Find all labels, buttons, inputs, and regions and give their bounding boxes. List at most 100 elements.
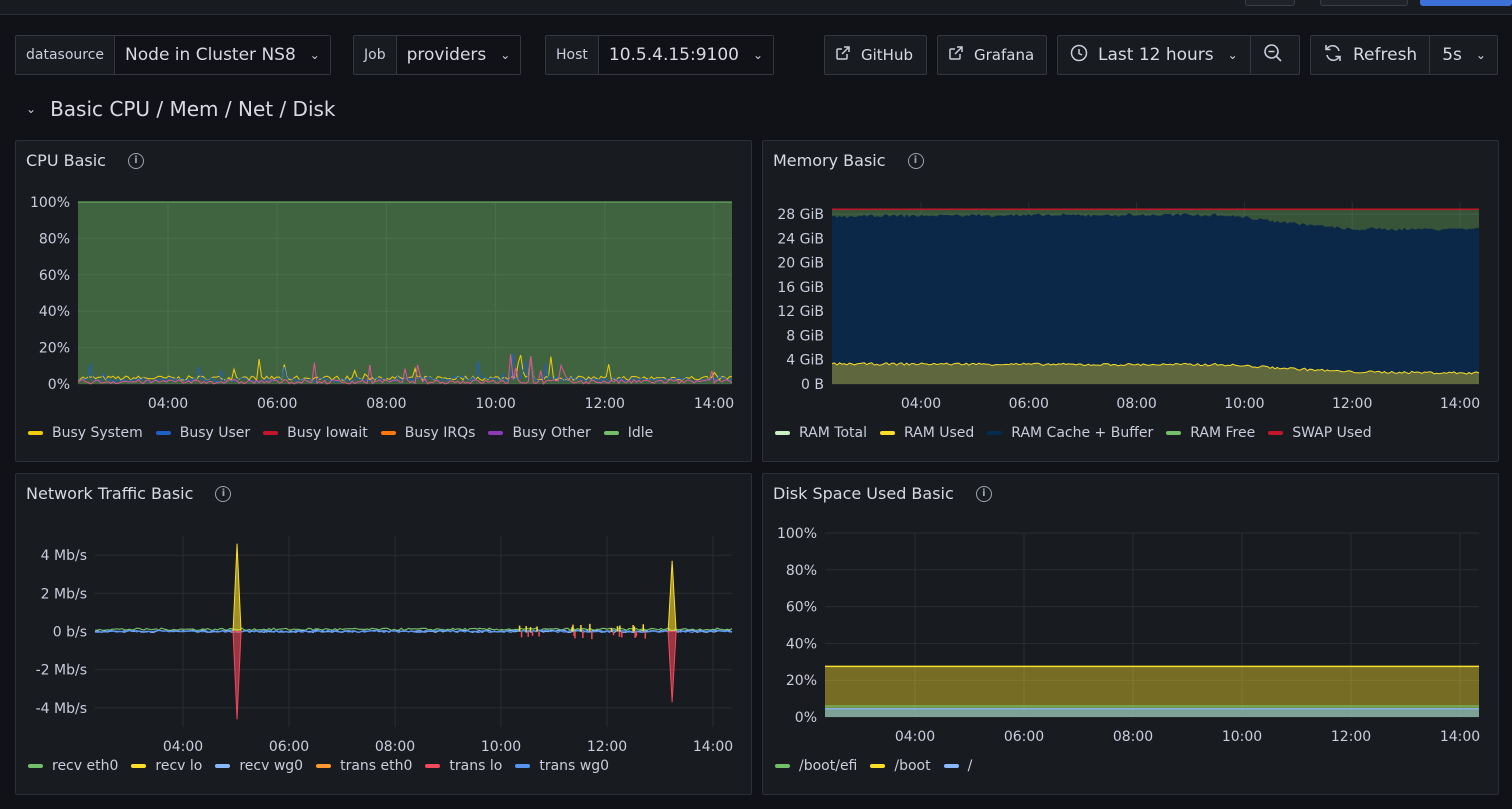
panel-header[interactable]: CPU Basic i	[26, 151, 144, 170]
zoom-out-button[interactable]	[1249, 36, 1295, 74]
y-tick-label: 80%	[786, 563, 817, 579]
x-tick-label: 06:00	[1009, 396, 1049, 412]
legend-item[interactable]: RAM Total	[775, 425, 867, 441]
panel-header[interactable]: Network Traffic Basic i	[26, 484, 232, 503]
legend-item[interactable]: SWAP Used	[1268, 425, 1372, 441]
refresh-interval-value: 5s	[1442, 45, 1462, 65]
legend-swatch	[515, 764, 531, 768]
legend-item[interactable]: RAM Cache + Buffer	[987, 425, 1153, 441]
legend-item[interactable]: RAM Used	[879, 425, 975, 441]
legend-item[interactable]: trans eth0	[316, 758, 412, 774]
legend-item[interactable]: trans lo	[425, 758, 502, 774]
legend-item[interactable]: trans wg0	[515, 758, 609, 774]
y-tick-label: 28 GiB	[777, 207, 824, 223]
y-tick-label: 60%	[39, 268, 70, 284]
grafana-link-button[interactable]: Grafana	[937, 35, 1047, 75]
x-tick-label: 04:00	[148, 396, 188, 412]
toolbar-button[interactable]	[1245, 0, 1295, 6]
memory-chart[interactable]: 0 B 4 GiB 8 GiB 12 GiB 16 GiB 20 GiB 24 GiB 28 …	[763, 141, 1500, 463]
info-icon[interactable]: i	[975, 485, 992, 502]
y-tick-label: -4 Mb/s	[36, 701, 87, 717]
network-traffic-panel: Network Traffic Basic i -4 Mb/s -2 Mb/s 0 b…	[15, 473, 752, 795]
legend-label: /boot/efi	[799, 758, 858, 774]
time-range-picker[interactable]: Last 12 hours ⌄	[1057, 35, 1300, 75]
refresh-picker[interactable]: Refresh 5s ⌄	[1310, 35, 1498, 75]
y-tick-label: 4 GiB	[786, 353, 824, 369]
legend-item[interactable]: Busy IRQs	[380, 425, 476, 441]
panel-header[interactable]: Disk Space Used Basic i	[773, 484, 992, 503]
chevron-down-icon: ⌄	[500, 48, 511, 62]
top-navbar	[0, 0, 1512, 15]
primary-toolbar-button[interactable]	[1420, 0, 1512, 6]
legend-label: RAM Total	[799, 425, 867, 441]
x-tick-label: 08:00	[1116, 396, 1156, 412]
legend-item[interactable]: /	[943, 758, 972, 774]
legend-swatch	[131, 764, 147, 768]
variable-host[interactable]: Host 10.5.4.15:9100 ⌄	[545, 35, 775, 75]
legend-swatch	[775, 764, 790, 768]
x-tick-label: 12:00	[1332, 396, 1372, 412]
series-trans-lo-spike	[667, 631, 677, 703]
refresh-button[interactable]: Refresh	[1311, 36, 1429, 74]
legend-label: trans wg0	[539, 758, 610, 774]
toolbar-button[interactable]	[1320, 0, 1408, 6]
variable-select[interactable]: providers ⌄	[396, 36, 521, 74]
variable-select[interactable]: Node in Cluster NS8 ⌄	[115, 36, 330, 74]
variable-datasource[interactable]: datasource Node in Cluster NS8 ⌄	[15, 35, 331, 75]
github-link-button[interactable]: GitHub	[824, 35, 927, 75]
legend-item[interactable]: RAM Free	[1166, 425, 1255, 441]
refresh-label: Refresh	[1353, 45, 1418, 65]
variable-job[interactable]: Job providers ⌄	[353, 35, 522, 75]
panel-header[interactable]: Memory Basic i	[773, 151, 924, 170]
chevron-down-icon: ⌄	[26, 102, 37, 116]
legend-item[interactable]: Idle	[603, 425, 653, 441]
legend-label: RAM Used	[903, 425, 975, 441]
info-icon[interactable]: i	[907, 152, 924, 169]
variable-select[interactable]: 10.5.4.15:9100 ⌄	[598, 36, 774, 74]
legend-label: Busy User	[179, 425, 251, 441]
chevron-down-icon: ⌄	[1227, 48, 1238, 62]
x-tick-label: 06:00	[269, 739, 309, 755]
dashboard-row-toggle[interactable]: ⌄ Basic CPU / Mem / Net / Disk	[26, 97, 336, 121]
disk-chart[interactable]: 0% 20% 40% 60% 80% 100% 04:00 06:00 08:00 10:00 12…	[763, 474, 1500, 796]
variable-label: Job	[354, 36, 397, 74]
legend-swatch	[380, 431, 396, 435]
y-tick-label: 2 Mb/s	[41, 586, 87, 602]
legend-item[interactable]: recv wg0	[215, 758, 303, 774]
legend-label: Busy Iowait	[287, 425, 368, 441]
x-tick-label: 06:00	[257, 396, 297, 412]
legend-item[interactable]: Busy Iowait	[263, 425, 368, 441]
cpu-chart[interactable]: 0% 20% 40% 60% 80% 100% 04:00 06:00 08:00 10:00 12…	[16, 141, 753, 463]
legend-label: Busy IRQs	[404, 425, 476, 441]
info-icon[interactable]: i	[127, 152, 144, 169]
legend-item[interactable]: recv eth0	[28, 758, 118, 774]
legend-item[interactable]: recv lo	[131, 758, 202, 774]
legend-item[interactable]: Busy System	[28, 425, 143, 441]
series-ram-cache-area	[832, 213, 1479, 384]
x-tick-label: 04:00	[163, 739, 203, 755]
network-legend: recv eth0 recv lo recv wg0 trans eth0 trans …	[28, 758, 622, 774]
series-trans-wg0	[94, 629, 733, 634]
external-link-icon	[948, 45, 964, 65]
info-icon[interactable]: i	[215, 485, 232, 502]
legend-item[interactable]: /boot/efi	[775, 758, 857, 774]
time-range-select[interactable]: Last 12 hours ⌄	[1058, 36, 1250, 74]
legend-item[interactable]: Busy Other	[488, 425, 591, 441]
network-chart[interactable]: -4 Mb/s -2 Mb/s 0 b/s 2 Mb/s 4 Mb/s 04:00 06:0…	[16, 474, 753, 796]
refresh-interval-select[interactable]: 5s ⌄	[1429, 36, 1498, 74]
x-tick-label: 12:00	[585, 396, 625, 412]
x-tick-label: 12:00	[1331, 729, 1371, 745]
series-recv-eth0	[94, 627, 733, 632]
legend-swatch	[155, 431, 171, 435]
legend-swatch	[879, 431, 895, 435]
refresh-icon	[1323, 43, 1343, 67]
chevron-down-icon: ⌄	[753, 48, 764, 62]
series-busy-other	[77, 354, 733, 385]
panel-title: Memory Basic	[773, 151, 886, 170]
legend-label: trans eth0	[340, 758, 413, 774]
legend-item[interactable]: Busy User	[155, 425, 251, 441]
series-busy-user	[77, 353, 733, 384]
legend-item[interactable]: /boot	[870, 758, 931, 774]
legend-swatch	[943, 764, 959, 768]
x-tick-label: 10:00	[481, 739, 521, 755]
